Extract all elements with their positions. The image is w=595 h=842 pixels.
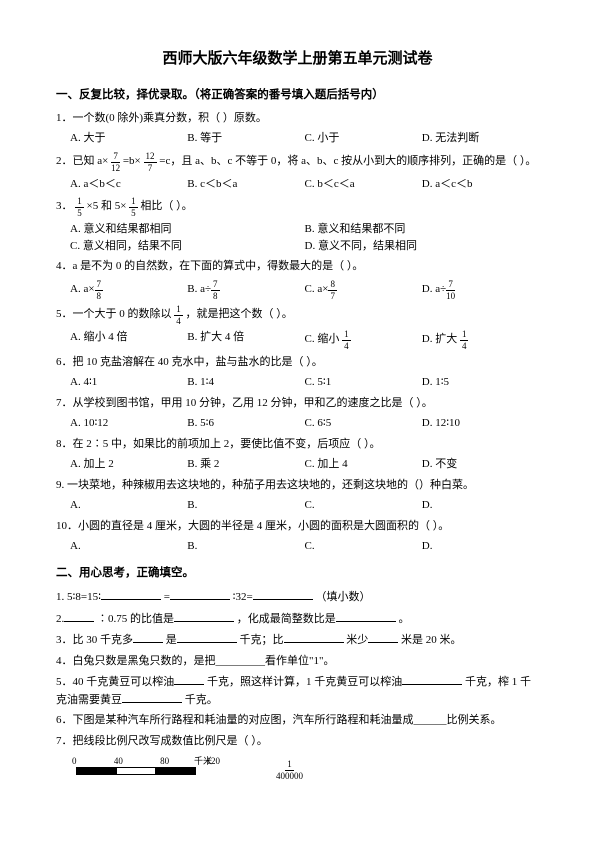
q8-options: A. 加上 2 B. 乘 2 C. 加上 4 D. 不变 — [70, 456, 539, 473]
section-2-head: 二、用心思考，正确填空。 — [56, 565, 539, 582]
q3-options: A. 意义和结果都相同 B. 意义和结果都不同 C. 意义相同，结果不同 D. … — [70, 221, 539, 254]
q7-opt-a: A. 10∶12 — [70, 415, 187, 432]
q3-opt-d: D. 意义不同，结果相同 — [305, 238, 540, 255]
q4-opt-b: B. a÷78 — [187, 279, 304, 300]
q6-opt-d: D. 1∶5 — [422, 374, 539, 391]
q1-opt-a: A. 大于 — [70, 130, 187, 147]
q1: 1．一个数(0 除外)乘真分数，积（ ）原数。 — [56, 110, 539, 127]
fraction: 14 — [174, 305, 183, 326]
q4-opt-a: A. a×78 — [70, 279, 187, 300]
blank-input[interactable] — [122, 691, 182, 703]
q2-opt-c: C. b＜c＜a — [305, 176, 422, 193]
linear-scale-bar: 0 40 80 120 千米 — [76, 755, 216, 783]
q10-options: A. B. C. D. — [70, 538, 539, 555]
q10-opt-a: A. — [70, 538, 187, 555]
q1-opt-b: B. 等于 — [187, 130, 304, 147]
q3-opt-b: B. 意义和结果都不同 — [305, 221, 540, 238]
blank-6: 6．下图是某种汽车所行路程和耗油量的对应图，汽车所行路程和耗油量成______比… — [56, 712, 539, 729]
q3-opt-a: A. 意义和结果都相同 — [70, 221, 305, 238]
q9: 9. 一块菜地，种辣椒用去这块地的，种茄子用去这块地的，还剩这块地的（）种白菜。 — [56, 477, 539, 494]
q9-opt-b: B. — [187, 497, 304, 514]
q3: 3． 15 ×5 和 5× 15 相比（ ）。 — [56, 196, 539, 217]
q9-opt-d: D. — [422, 497, 539, 514]
q10: 10．小圆的直径是 4 厘米，大圆的半径是 4 厘米，小圆的面积是大圆面积的（ … — [56, 518, 539, 535]
blank-input[interactable] — [402, 673, 462, 685]
q8-opt-c: C. 加上 4 — [305, 456, 422, 473]
q9-opt-a: A. — [70, 497, 187, 514]
fraction: 127 — [144, 152, 157, 173]
blank-input[interactable] — [368, 631, 398, 643]
blank-input[interactable] — [284, 631, 344, 643]
section-1-head: 一、反复比较，择优录取。（将正确答案的番号填入题后括号内） — [56, 87, 539, 104]
q4-opt-c: C. a×87 — [305, 279, 422, 300]
fraction: 15 — [75, 197, 84, 218]
q2-opt-a: A. a＜b＜c — [70, 176, 187, 193]
blank-input[interactable] — [177, 631, 237, 643]
q1-options: A. 大于 B. 等于 C. 小于 D. 无法判断 — [70, 130, 539, 147]
q9-options: A. B. C. D. — [70, 497, 539, 514]
q6: 6．把 10 克盐溶解在 40 克水中，盐与盐水的比是（ ）。 — [56, 354, 539, 371]
blank-3: 3．比 30 千克多 是 千克；比 米少 米是 20 米。 — [56, 631, 539, 649]
blank-input[interactable] — [174, 610, 234, 622]
blank-5: 5．40 千克黄豆可以榨油 千克，照这样计算，1 千克黄豆可以榨油 千克，榨 1… — [56, 673, 539, 708]
q7-options: A. 10∶12 B. 5∶6 C. 6∶5 D. 12∶10 — [70, 415, 539, 432]
q6-opt-c: C. 5∶1 — [305, 374, 422, 391]
scalebar-row: 0 40 80 120 千米 1 400000 — [76, 755, 539, 783]
blank-2: 2. ∶0.75 的比值是 ，化成最简整数比是 。 — [56, 610, 539, 628]
q2-opt-b: B. c＜b＜a — [187, 176, 304, 193]
blank-1: 1. 5∶8=15∶ = ∶32= （填小数） — [56, 588, 539, 606]
q6-opt-b: B. 1∶4 — [187, 374, 304, 391]
q4: 4．a 是不为 0 的自然数，在下面的算式中，得数最大的是（ ）。 — [56, 258, 539, 275]
blank-4: 4．白兔只数是黑兔只数的，是把_________看作单位"1"。 — [56, 653, 539, 670]
blank-input[interactable] — [174, 673, 204, 685]
fraction: 712 — [111, 152, 120, 173]
blank-input[interactable] — [64, 610, 94, 622]
blank-input[interactable] — [336, 610, 396, 622]
q3-opt-c: C. 意义相同，结果不同 — [70, 238, 305, 255]
blank-7: 7．把线段比例尺改写成数值比例尺是（ ）。 — [56, 733, 539, 750]
q10-opt-b: B. — [187, 538, 304, 555]
q4-options: A. a×78 B. a÷78 C. a×87 D. a÷710 — [70, 279, 539, 300]
q6-opt-a: A. 4∶1 — [70, 374, 187, 391]
q2-options: A. a＜b＜c B. c＜b＜a C. b＜c＜a D. a＜c＜b — [70, 176, 539, 193]
q5-opt-d: D. 扩大 14 — [422, 329, 539, 350]
q5-opt-b: B. 扩大 4 倍 — [187, 329, 304, 350]
q2-opt-d: D. a＜c＜b — [422, 176, 539, 193]
q6-options: A. 4∶1 B. 1∶4 C. 5∶1 D. 1∶5 — [70, 374, 539, 391]
q10-opt-d: D. — [422, 538, 539, 555]
q5-opt-a: A. 缩小 4 倍 — [70, 329, 187, 350]
q7: 7．从学校到图书馆，甲用 10 分钟，乙用 12 分钟，甲和乙的速度之比是（ ）… — [56, 395, 539, 412]
blank-input[interactable] — [253, 588, 313, 600]
q1-opt-d: D. 无法判断 — [422, 130, 539, 147]
q5-options: A. 缩小 4 倍 B. 扩大 4 倍 C. 缩小 14 D. 扩大 14 — [70, 329, 539, 350]
blank-input[interactable] — [170, 588, 230, 600]
q8-opt-b: B. 乘 2 — [187, 456, 304, 473]
blank-input[interactable] — [133, 631, 163, 643]
q7-opt-b: B. 5∶6 — [187, 415, 304, 432]
page-title: 西师大版六年级数学上册第五单元测试卷 — [56, 48, 539, 71]
q4-opt-d: D. a÷710 — [422, 279, 539, 300]
q5: 5．一个大于 0 的数除以 14 ，就是把这个数（ ）。 — [56, 304, 539, 325]
numeric-scale-fraction: 1 400000 — [276, 760, 303, 781]
q10-opt-c: C. — [305, 538, 422, 555]
q7-opt-d: D. 12∶10 — [422, 415, 539, 432]
blank-input[interactable] — [101, 588, 161, 600]
q5-opt-c: C. 缩小 14 — [305, 329, 422, 350]
q2: 2．已知 a× 712 =b× 127 =c，且 a、b、c 不等于 0，将 a… — [56, 151, 539, 172]
q8: 8．在 2∶5 中，如果比的前项加上 2，要使比值不变，后项应（ ）。 — [56, 436, 539, 453]
fraction: 15 — [129, 197, 138, 218]
q9-opt-c: C. — [305, 497, 422, 514]
q8-opt-a: A. 加上 2 — [70, 456, 187, 473]
q1-opt-c: C. 小于 — [305, 130, 422, 147]
q8-opt-d: D. 不变 — [422, 456, 539, 473]
q7-opt-c: C. 6∶5 — [305, 415, 422, 432]
